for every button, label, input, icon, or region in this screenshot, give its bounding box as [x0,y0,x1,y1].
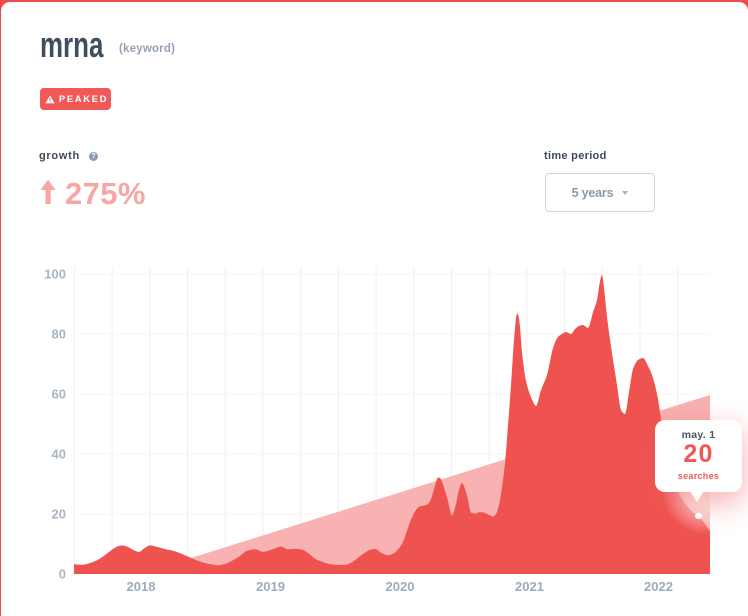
svg-text:40: 40 [52,447,66,462]
svg-text:2018: 2018 [127,579,156,594]
svg-text:0: 0 [59,567,66,582]
svg-text:80: 80 [52,327,66,342]
svg-text:20: 20 [52,507,66,522]
svg-text:60: 60 [52,387,66,402]
svg-text:2022: 2022 [644,579,673,594]
svg-text:2021: 2021 [515,579,544,594]
svg-text:2019: 2019 [256,579,285,594]
svg-text:2020: 2020 [386,579,415,594]
svg-text:100: 100 [44,267,66,282]
